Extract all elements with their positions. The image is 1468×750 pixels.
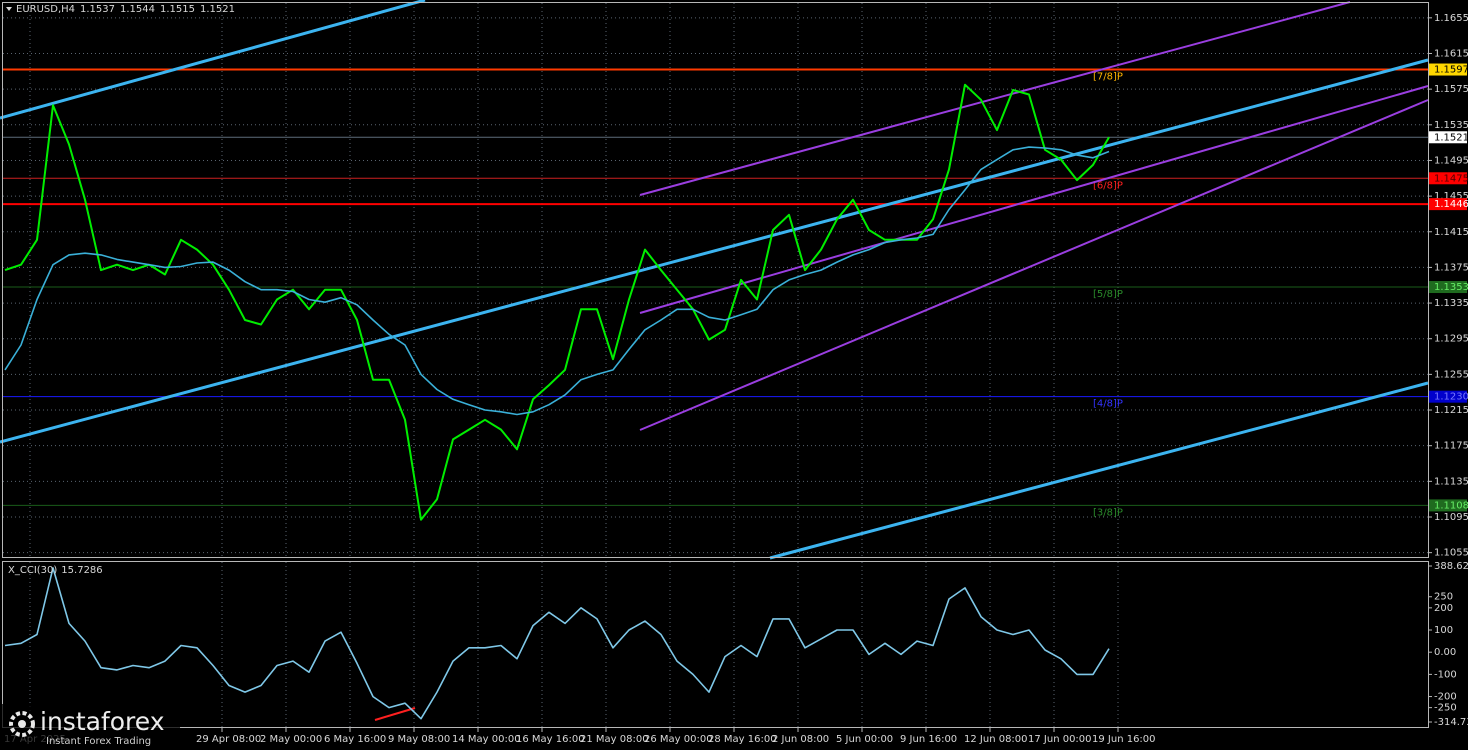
y-tick-label: -314.7348 <box>1434 717 1468 728</box>
x-tick-label: 2 Jun 08:00 <box>772 734 829 745</box>
x-tick-label: 9 Jun 16:00 <box>900 734 957 745</box>
axis-layer: 1.16551.16151.15751.15351.14951.14551.14… <box>4 13 1468 745</box>
y-tick-label: 1.1615 <box>1434 48 1468 59</box>
logo-gear <box>9 711 35 737</box>
y-tick-label: 1.1495 <box>1434 155 1468 166</box>
regression-line <box>639 1 1351 196</box>
y-tick-label: 1.1535 <box>1434 120 1468 131</box>
y-tick-label: 200 <box>1434 603 1453 614</box>
header-part: 15.7286 <box>61 565 102 576</box>
series-line <box>4 146 1110 416</box>
y-tick-label: 1.1655 <box>1434 13 1468 24</box>
x-tick-label: 16 May 16:00 <box>516 734 585 745</box>
header-part: EURUSD,H4 <box>16 4 75 15</box>
watermark: instaforex Instant Forex Trading <box>0 704 180 750</box>
level-price-label: 1.1597 <box>1434 65 1468 76</box>
header-part: 1.1544 <box>120 4 155 15</box>
series-line <box>4 83 1110 521</box>
level-price-box <box>1429 281 1467 294</box>
menu-arrow[interactable] <box>6 7 12 11</box>
level-price-box <box>1429 63 1467 76</box>
level-price-box <box>1429 390 1467 403</box>
y-tick-label: 0.00 <box>1434 647 1456 658</box>
header-part: 1.1515 <box>160 4 195 15</box>
x-tick-label: 5 Jun 00:00 <box>836 734 893 745</box>
x-tick-label: 2 May 00:00 <box>260 734 322 745</box>
y-tick-label: 1.1255 <box>1434 369 1468 380</box>
channel-line <box>0 0 426 120</box>
series-layer <box>4 83 1110 720</box>
murray-label: [7/8]P <box>1093 72 1123 83</box>
logo-core <box>18 720 26 728</box>
x-tick-label: 21 May 08:00 <box>580 734 649 745</box>
y-tick-label: 100 <box>1434 625 1453 636</box>
cci-header: X_CCI(30) 15.7286 <box>8 565 103 576</box>
y-tick-label: -100 <box>1434 669 1457 680</box>
y-tick-label: -200 <box>1434 692 1457 703</box>
x-tick-label: 29 Apr 08:00 <box>196 734 261 745</box>
y-tick-label: 1.1375 <box>1434 262 1468 273</box>
y-tick-label: 1.1215 <box>1434 405 1468 416</box>
header-part: X_CCI(30) <box>8 565 57 576</box>
level-price-box <box>1429 172 1467 185</box>
y-tick-label: 1.1335 <box>1434 298 1468 309</box>
x-tick-label: 26 May 00:00 <box>644 734 713 745</box>
x-tick-label: 17 Jun 00:00 <box>1028 734 1092 745</box>
header-part: 1.1537 <box>80 4 115 15</box>
murray-label: [4/8]P <box>1093 399 1123 410</box>
y-tick-label: 250 <box>1434 592 1453 603</box>
y-tick-label: 1.1175 <box>1434 441 1468 452</box>
x-tick-label: 14 May 00:00 <box>452 734 521 745</box>
y-tick-label: 1.1575 <box>1434 84 1468 95</box>
regression-line <box>639 99 1429 431</box>
y-tick-label: 388.6237 <box>1434 561 1468 572</box>
y-tick-label: 1.1095 <box>1434 512 1468 523</box>
murray-label: [6/8]P <box>1093 180 1123 191</box>
y-tick-label: 1.1135 <box>1434 476 1468 487</box>
channel-line <box>0 58 1429 444</box>
x-tick-label: 6 May 16:00 <box>324 734 386 745</box>
level-price-label: 1.1230 <box>1434 392 1468 403</box>
tagline: Instant Forex Trading <box>46 736 151 747</box>
y-tick-label: 1.1295 <box>1434 334 1468 345</box>
divergence-line <box>374 707 416 721</box>
level-price-label: 1.1108 <box>1434 500 1468 511</box>
level-price-label: 1.1475 <box>1434 173 1468 184</box>
y-tick-label: -250 <box>1434 703 1457 714</box>
x-tick-label: 12 Jun 08:00 <box>964 734 1028 745</box>
y-tick-label: 1.1455 <box>1434 191 1468 202</box>
y-tick-label: 1.1415 <box>1434 227 1468 238</box>
regression-line <box>639 85 1429 314</box>
x-tick-label: 9 May 08:00 <box>388 734 450 745</box>
level-price-box <box>1429 198 1467 211</box>
channel-line <box>769 381 1429 560</box>
level-price-label: 1.1446 <box>1434 199 1468 210</box>
levels-layer: [7/8]P [6/8]P [5/8]P [4/8]P [3/8]P <box>3 68 1428 518</box>
level-price-box <box>1429 499 1467 512</box>
murray-label: [5/8]P <box>1093 289 1123 300</box>
murray-label: [3/8]P <box>1093 507 1123 518</box>
header-part: 1.1521 <box>200 4 235 15</box>
series-line <box>4 567 1110 720</box>
price-header: EURUSD,H4 1.1537 1.1544 1.1515 1.1521 <box>16 4 235 15</box>
watermark-backdrop <box>0 704 180 750</box>
x-tick-label: 19 Jun 16:00 <box>1092 734 1156 745</box>
level-price-label: 1.1353 <box>1434 282 1468 293</box>
brand: instaforex <box>40 707 165 736</box>
trend-lines <box>0 0 1429 721</box>
level-price-label: 1.1521 <box>1434 132 1468 143</box>
x-tick-label: 28 May 16:00 <box>708 734 777 745</box>
price-pane-frame <box>2 2 1429 558</box>
cci-pane-frame <box>2 561 1429 728</box>
y-tick-label: 1.1055 <box>1434 548 1468 559</box>
level-price-box <box>1429 131 1467 144</box>
